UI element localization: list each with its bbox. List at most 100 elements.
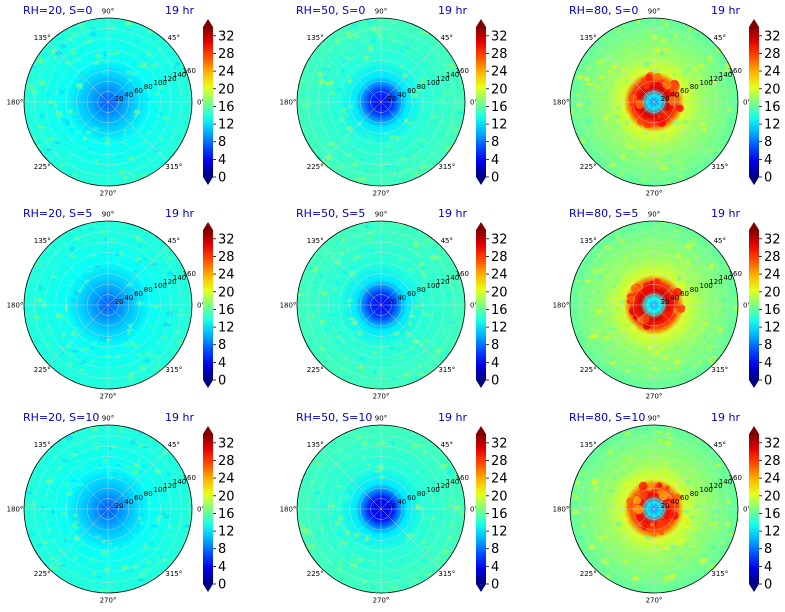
colorbar-tick-label: 32 <box>491 436 508 451</box>
time-label: 19 hr <box>438 207 467 220</box>
angle-tick-label: 90° <box>648 8 660 16</box>
polar-frame <box>296 17 466 187</box>
colorbar-tick-label: 24 <box>218 268 235 283</box>
polar-frame <box>569 424 739 594</box>
colorbar-tick-label: 20 <box>764 82 781 97</box>
colorbar: 0 4 8 12 16 20 24 28 32 <box>476 222 508 389</box>
colorbar-tick-label: 20 <box>218 285 235 300</box>
colorbar-tick-label: 12 <box>218 525 235 540</box>
angle-tick-label: 0° <box>197 506 205 514</box>
panel-title: RH=20, S=0 <box>23 4 92 17</box>
radial-tick-label: 160 <box>183 67 196 75</box>
angle-tick-label: 45° <box>168 441 180 449</box>
radial-tick-label: 120 <box>436 75 449 83</box>
polar-frame <box>296 220 466 390</box>
grid-spoke <box>594 101 655 162</box>
colorbar-extend-max <box>476 426 486 434</box>
radial-tick-label: 140 <box>173 274 186 282</box>
colorbar-extend-min <box>476 380 486 388</box>
colorbar-tick-label: 12 <box>218 321 235 336</box>
angle-tick-label: 90° <box>102 8 114 16</box>
grid-spoke <box>107 245 168 306</box>
colorbar-tick-label: 4 <box>491 356 499 371</box>
colorbar-tick-label: 12 <box>491 118 508 133</box>
colorbar-extend-min <box>476 584 486 592</box>
grid-spoke <box>321 42 382 103</box>
colorbar-tick-label: 4 <box>218 153 226 168</box>
angle-tick-label: 45° <box>714 34 726 42</box>
time-label: 19 hr <box>165 411 194 424</box>
time-label: 19 hr <box>438 411 467 424</box>
time-label: 19 hr <box>711 4 740 17</box>
angle-tick-label: 0° <box>743 506 751 514</box>
angle-tick-label: 135° <box>580 237 597 245</box>
radial-tick-label: 80 <box>417 83 426 91</box>
colorbar-tick-label: 8 <box>764 542 772 557</box>
field-texture <box>296 223 465 390</box>
colorbar-tick-label: 8 <box>491 542 499 557</box>
colorbar-tick-label: 20 <box>764 285 781 300</box>
angle-tick-label: 315° <box>165 366 182 374</box>
grid-spoke <box>380 101 441 162</box>
angle-tick-label: 315° <box>438 163 455 171</box>
colorbar-extend-max <box>749 222 759 230</box>
angle-tick-label: 0° <box>197 302 205 310</box>
radial-tick-label: 40 <box>397 498 406 506</box>
colorbar-extend-min <box>749 380 759 388</box>
radial-tick-label: 40 <box>670 294 679 302</box>
angle-tick-label: 0° <box>470 99 478 107</box>
radial-tick-label: 100 <box>700 79 713 87</box>
colorbar-tick-label: 28 <box>218 47 235 62</box>
grid-spoke <box>594 42 655 103</box>
radial-tick-label: 120 <box>436 278 449 286</box>
colorbar-tick-label: 32 <box>491 29 508 44</box>
radial-tick-label: 80 <box>144 490 153 498</box>
angle-tick-label: 180° <box>280 506 297 514</box>
grid-spoke <box>107 101 168 162</box>
angle-tick-label: 225° <box>580 570 597 578</box>
angle-tick-label: 0° <box>743 302 751 310</box>
colorbar-tick-label: 8 <box>218 542 226 557</box>
radial-tick-label: 20 <box>661 298 670 306</box>
radial-tick-label: 140 <box>446 71 459 79</box>
angle-tick-label: 135° <box>580 441 597 449</box>
radial-tick-label: 100 <box>154 79 167 87</box>
field-texture <box>300 19 465 182</box>
field-texture <box>298 425 465 593</box>
panel-title: RH=20, S=10 <box>23 411 99 424</box>
angle-tick-label: 180° <box>7 99 24 107</box>
radial-tick-label: 160 <box>456 67 469 75</box>
colorbar-tick-label: 4 <box>491 560 499 575</box>
grid-spoke <box>107 42 168 103</box>
angle-tick-label: 180° <box>553 99 570 107</box>
radial-tick-label: 20 <box>115 95 124 103</box>
colorbar-tick-label: 32 <box>218 29 235 44</box>
colorbar-tick-label: 0 <box>764 578 772 593</box>
colorbar-extend-min <box>749 584 759 592</box>
colorbar: 0 4 8 12 16 20 24 28 32 <box>476 19 508 186</box>
colorbar-tick-label: 24 <box>491 472 508 487</box>
angle-tick-label: 225° <box>34 366 51 374</box>
colorbar: 0 4 8 12 16 20 24 28 32 <box>476 426 508 593</box>
colorbar-tick-label: 0 <box>764 374 772 389</box>
angle-tick-label: 135° <box>34 34 51 42</box>
angle-tick-label: 135° <box>580 34 597 42</box>
grid-spoke <box>48 508 109 569</box>
radial-tick-label: 100 <box>154 486 167 494</box>
panel-title: RH=50, S=10 <box>296 411 372 424</box>
colorbar: 0 4 8 12 16 20 24 28 32 <box>749 222 781 389</box>
time-label: 19 hr <box>711 207 740 220</box>
colorbar-tick-label: 0 <box>491 578 499 593</box>
polar-frame <box>296 424 466 594</box>
radial-tick-label: 60 <box>407 290 416 298</box>
grid-spoke <box>653 42 714 103</box>
angle-tick-label: 90° <box>375 415 387 423</box>
angle-tick-label: 270° <box>100 393 117 401</box>
grid-spoke <box>107 304 168 365</box>
grid-spoke <box>594 304 655 365</box>
angle-tick-label: 45° <box>441 34 453 42</box>
